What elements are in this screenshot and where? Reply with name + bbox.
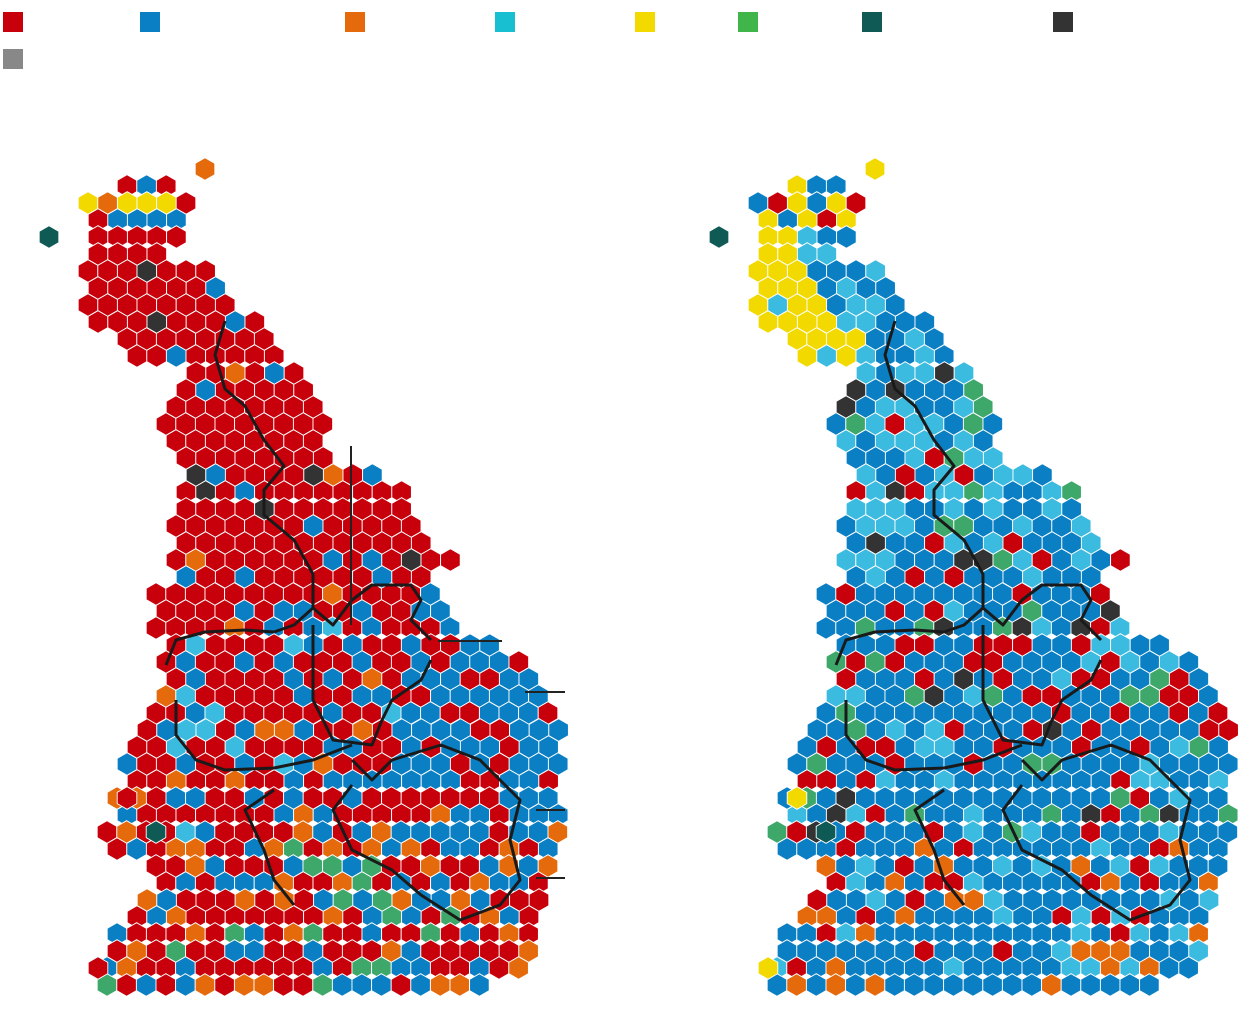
constituency-hex xyxy=(825,973,847,997)
constituency-hex xyxy=(845,973,866,997)
constituency-hex xyxy=(371,973,392,997)
region-border-line xyxy=(913,788,966,906)
annotation-leader-lines xyxy=(164,320,1192,922)
constituency-hex xyxy=(508,956,529,980)
constituency-hex xyxy=(864,157,886,181)
constituency-hex xyxy=(233,973,255,997)
constituency-hex xyxy=(155,973,177,997)
legend xyxy=(0,0,1240,80)
legend-swatch-grn xyxy=(738,12,758,32)
constituency-hex xyxy=(1001,973,1023,997)
region-border-line xyxy=(834,628,945,666)
region-border-line xyxy=(982,583,1103,642)
region-border-line xyxy=(312,583,433,642)
legend-item-ld xyxy=(345,12,371,32)
legend-item-ref xyxy=(495,12,521,32)
constituency-hex xyxy=(38,225,60,249)
constituency-hex xyxy=(1060,973,1082,997)
right-hex-map xyxy=(708,157,1239,997)
constituency-hex xyxy=(214,973,235,997)
constituency-hex xyxy=(805,973,827,997)
legend-swatch-lab xyxy=(3,12,23,32)
constituency-hex xyxy=(175,973,196,997)
constituency-hex xyxy=(1110,548,1131,572)
constituency-hex xyxy=(1080,973,1101,997)
constituency-hex xyxy=(884,973,905,997)
constituency-hex xyxy=(410,973,431,997)
constituency-hex xyxy=(1021,973,1043,997)
constituency-hex xyxy=(429,973,451,997)
constituency-hex xyxy=(292,973,314,997)
legend-swatch-con xyxy=(140,12,160,32)
region-border-line xyxy=(981,625,1103,747)
left-hex-map xyxy=(38,157,569,997)
constituency-hex xyxy=(145,820,167,844)
legend-swatch-ld xyxy=(345,12,365,32)
legend-item-oth xyxy=(3,49,29,69)
constituency-hex xyxy=(1139,973,1160,997)
constituency-hex xyxy=(351,973,373,997)
legend-item-snp xyxy=(635,12,661,32)
constituency-hex xyxy=(1178,956,1199,980)
region-border-line xyxy=(174,700,353,772)
constituency-hex xyxy=(982,973,1003,997)
legend-swatch-ref xyxy=(495,12,515,32)
legend-swatch-ind xyxy=(1053,12,1073,32)
constituency-hex xyxy=(1099,973,1121,997)
constituency-hex xyxy=(440,548,461,572)
region-border-line xyxy=(844,700,1023,772)
legend-item-pc xyxy=(862,12,888,32)
constituency-hex xyxy=(449,973,471,997)
constituency-hex xyxy=(166,225,187,249)
constituency-hex xyxy=(312,973,333,997)
legend-item-ind xyxy=(1053,12,1079,32)
constituency-hex xyxy=(943,973,964,997)
region-border-line xyxy=(1001,743,1192,922)
region-border-line xyxy=(164,628,275,666)
constituency-hex xyxy=(469,973,490,997)
constituency-hex xyxy=(194,157,216,181)
constituency-hex xyxy=(87,956,109,980)
constituency-hex xyxy=(116,973,137,997)
constituency-hex xyxy=(1041,973,1062,997)
constituency-hex xyxy=(708,225,730,249)
constituency-hex xyxy=(194,973,216,997)
region-border-line xyxy=(331,743,522,922)
constituency-hex xyxy=(390,973,412,997)
constituency-hex xyxy=(962,973,984,997)
constituency-hex xyxy=(135,973,157,997)
constituency-hex xyxy=(864,973,886,997)
constituency-hex xyxy=(253,973,275,997)
region-border-line xyxy=(243,788,296,906)
constituency-hex xyxy=(815,820,837,844)
legend-swatch-snp xyxy=(635,12,655,32)
constituency-hex xyxy=(903,973,925,997)
constituency-hex xyxy=(1119,973,1141,997)
constituency-hex xyxy=(786,786,808,810)
constituency-hex xyxy=(836,225,857,249)
constituency-hex xyxy=(331,973,353,997)
legend-swatch-oth xyxy=(3,49,23,69)
constituency-hex xyxy=(116,786,138,810)
constituency-hex xyxy=(786,973,807,997)
region-border-line xyxy=(311,625,433,747)
legend-item-grn xyxy=(738,12,764,32)
constituency-hex xyxy=(923,973,945,997)
constituency-hex xyxy=(273,973,294,997)
constituency-hex xyxy=(757,956,779,980)
legend-item-con xyxy=(140,12,166,32)
legend-item-lab xyxy=(3,12,29,32)
legend-swatch-pc xyxy=(862,12,882,32)
